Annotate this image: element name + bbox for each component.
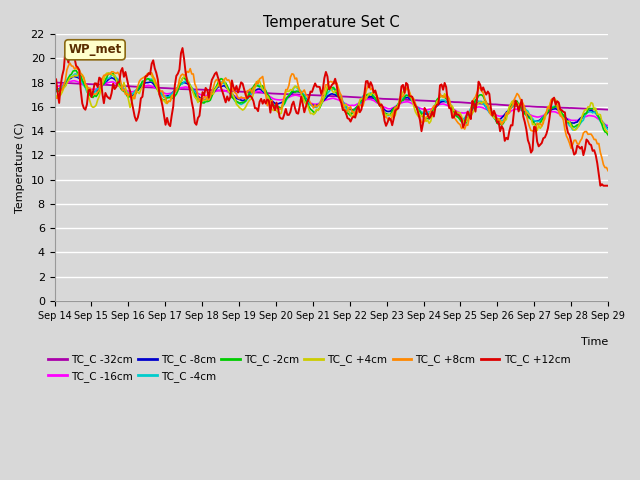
Text: WP_met: WP_met: [68, 43, 122, 56]
Text: Time: Time: [581, 337, 608, 347]
Title: Temperature Set C: Temperature Set C: [263, 15, 399, 30]
Legend: TC_C -32cm, TC_C -16cm, TC_C -8cm, TC_C -4cm, TC_C -2cm, TC_C +4cm, TC_C +8cm, T: TC_C -32cm, TC_C -16cm, TC_C -8cm, TC_C …: [44, 350, 575, 386]
Y-axis label: Temperature (C): Temperature (C): [15, 122, 25, 213]
